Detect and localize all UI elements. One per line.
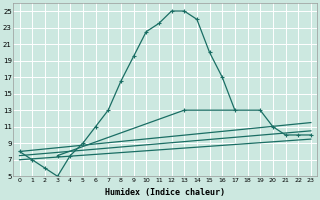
X-axis label: Humidex (Indice chaleur): Humidex (Indice chaleur): [105, 188, 225, 197]
